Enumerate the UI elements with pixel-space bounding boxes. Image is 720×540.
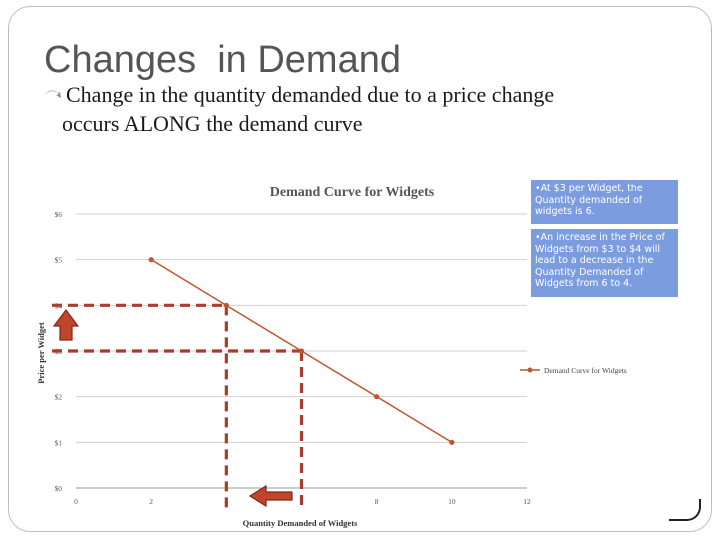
- y-tick-label: $5: [55, 256, 63, 265]
- y-tick-label: $1: [55, 438, 63, 447]
- price-increase-arrow: [52, 309, 80, 341]
- legend-swatch-marker: [527, 367, 533, 373]
- y-tick-label: $2: [55, 393, 63, 402]
- slide-title: Changes in Demand: [44, 39, 401, 81]
- data-point: [374, 394, 380, 400]
- note-box-1: •At $3 per Widget, the Quantity demanded…: [531, 180, 678, 224]
- y-tick-label: $6: [55, 210, 63, 219]
- data-point: [148, 257, 154, 263]
- bullet-line-2: occurs ALONG the demand curve: [62, 111, 363, 136]
- note-box-2: •An increase in the Price of Widgets fro…: [531, 229, 678, 297]
- y-axis-label: Price per Widget: [36, 322, 46, 384]
- corner-mark: [669, 499, 701, 521]
- y-tick-label: $0: [55, 484, 63, 493]
- chart-title: Demand Curve for Widgets: [270, 185, 435, 200]
- x-tick-label: 10: [448, 497, 456, 506]
- x-tick-label: 12: [523, 497, 531, 506]
- bullet-point: Change in the quantity demanded due to a…: [45, 80, 686, 138]
- x-tick-label: 0: [74, 497, 78, 506]
- x-axis-label: Quantity Demanded of Widgets: [243, 518, 358, 528]
- legend-label: Demand Curve for Widgets: [544, 366, 627, 375]
- x-tick-label: 2: [149, 497, 153, 506]
- x-tick-label: 8: [375, 497, 379, 506]
- bullet-line-1: Change in the quantity demanded due to a…: [66, 82, 555, 107]
- data-point: [449, 439, 455, 445]
- slide-frame: [8, 6, 712, 532]
- demand-chart: Demand Curve for Widgets $0$1$2$3$4$5$6 …: [36, 185, 627, 528]
- data-point: [298, 348, 305, 354]
- quantity-decrease-arrow: [248, 484, 293, 508]
- legend: Demand Curve for Widgets: [520, 366, 627, 375]
- data-point: [223, 302, 229, 308]
- bullet-arrow-icon: [45, 90, 61, 98]
